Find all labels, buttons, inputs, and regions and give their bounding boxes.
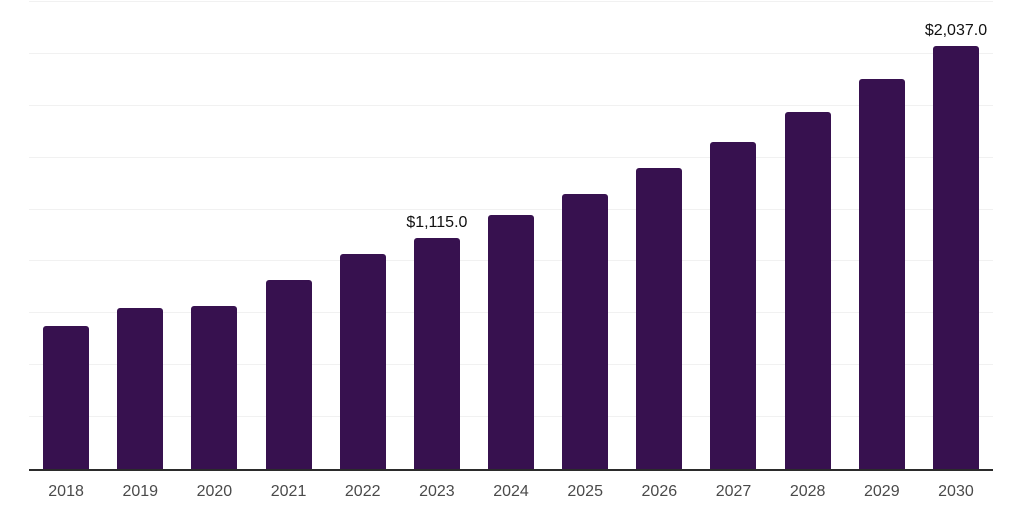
bar-2024[interactable] [488,215,535,469]
bar-value-label-2023: $1,115.0 [406,213,468,231]
x-tick-label-2020: 2020 [196,483,233,500]
gridline [29,52,993,54]
plot-area: $1,115.0 $2,037.0 [29,1,993,471]
gridline [29,208,993,210]
bar-value-label-2030: $2,037.0 [924,22,988,40]
bar-slot-2022 [326,2,400,469]
x-tick-label-2023: 2023 [419,483,455,500]
x-tick-label-2019: 2019 [122,483,159,500]
bar-slot-2018 [29,2,103,469]
bar-slot-2023: $1,115.0 [400,2,474,469]
bar-slot-2019 [103,2,177,469]
bar-slot-2028 [771,2,845,469]
bar-2021[interactable] [265,279,312,469]
bar-slot-2020 [177,2,251,469]
bar-2030[interactable] [932,46,979,469]
x-tick-label-2024: 2024 [493,483,529,500]
bar-slot-2029 [845,2,919,469]
x-tick-label-2030: 2030 [938,483,974,500]
x-tick-label-2022: 2022 [344,483,381,500]
x-tick-label-2029: 2029 [864,483,900,500]
bar-slot-2021 [251,2,325,469]
bar-2029[interactable] [858,79,905,469]
bar-2018[interactable] [43,325,90,469]
bar-2025[interactable] [562,193,609,469]
bar-slot-2025 [548,2,622,469]
bar-2026[interactable] [636,168,683,469]
bar-slot-2026 [622,2,696,469]
bar-2028[interactable] [784,112,831,469]
x-tick-label-2026: 2026 [641,483,678,500]
bar-2019[interactable] [117,307,164,469]
bar-2020[interactable] [191,306,238,469]
x-axis-labels: 2018 2019 2020 2021 2022 2023 2024 2025 2026 2027… [29,483,993,501]
bars-container: $1,115.0 $2,037.0 [29,2,993,469]
gridline [29,104,993,106]
gridline [29,156,993,158]
bar-2022[interactable] [339,253,386,469]
gridline [29,1,993,2]
x-tick-label-2028: 2028 [789,483,826,500]
x-tick-label-2018: 2018 [48,483,84,500]
x-tick-label-2025: 2025 [567,483,603,500]
bar-slot-2030: $2,037.0 [919,2,993,469]
bar-slot-2027 [696,2,770,469]
x-tick-label-2021: 2021 [270,483,307,500]
bar-slot-2024 [474,2,548,469]
x-tick-label-2027: 2027 [715,483,752,500]
bar-2023[interactable] [413,237,460,469]
bar-2027[interactable] [710,141,757,469]
